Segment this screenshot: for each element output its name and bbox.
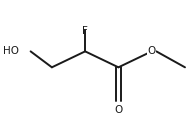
Text: O: O: [148, 46, 156, 56]
Text: F: F: [82, 26, 88, 36]
Text: HO: HO: [3, 46, 19, 56]
Text: O: O: [114, 105, 123, 116]
